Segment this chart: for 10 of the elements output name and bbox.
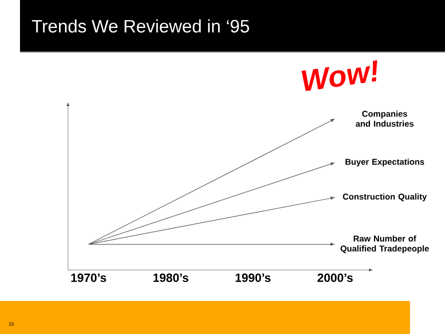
series-label: Buyer Expectations [346, 158, 424, 166]
series-label: Construction Quality [342, 193, 427, 202]
series-label: Raw Number of Qualified Tradepeople [340, 235, 429, 254]
text: Companies and Industries [356, 110, 414, 127]
x-tick-label: 1990’s [236, 274, 271, 282]
chart-title: Trends We Reviewed in ‘95 [32, 19, 250, 33]
text: Wow! [302, 60, 378, 92]
x-tick-label: 2000’s [318, 274, 353, 282]
x-tick-label: 1970’s [71, 274, 106, 282]
x-tick-label: 1980’s [153, 274, 188, 282]
